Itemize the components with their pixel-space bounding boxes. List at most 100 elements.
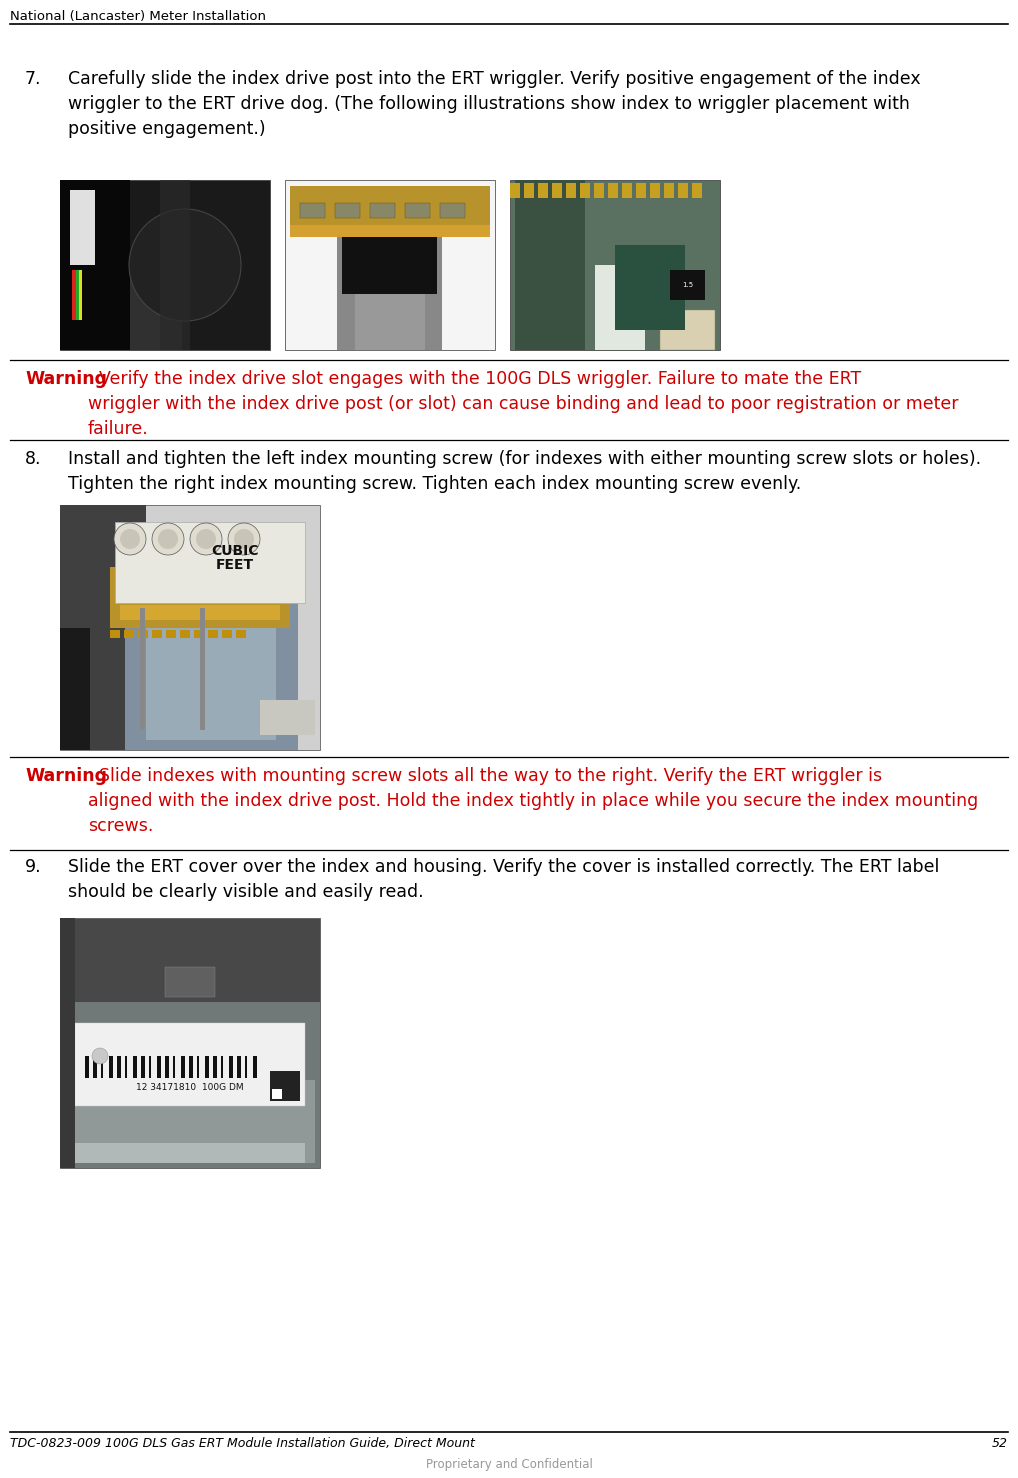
Bar [221,1055,223,1077]
Bar [270,1072,300,1101]
Bar [664,183,674,198]
Circle shape [158,529,178,548]
Bar [660,310,715,350]
Bar [405,202,430,217]
Bar [75,1023,305,1106]
Bar [101,1055,103,1077]
Bar [125,1055,127,1077]
Bar [60,918,75,1168]
Text: Warning: Warning [25,767,107,785]
Bar [208,630,218,638]
Text: Proprietary and Confidential: Proprietary and Confidential [426,1457,592,1471]
Text: Verify the index drive slot engages with the 100G DLS wriggler. Failure to mate : Verify the index drive slot engages with… [88,370,959,437]
Circle shape [196,529,216,548]
Bar [636,183,646,198]
Bar [510,183,520,198]
Bar [237,1055,241,1077]
Bar [200,607,205,730]
Bar [165,967,215,998]
Bar [60,505,320,749]
Bar [60,918,320,1168]
Bar [60,180,270,350]
Bar [140,607,145,730]
Bar [651,183,660,198]
Bar [615,245,685,330]
Bar [181,1055,185,1077]
Text: Slide indexes with mounting screw slots all the way to the right. Verify the ERT: Slide indexes with mounting screw slots … [88,767,978,835]
Circle shape [114,523,146,556]
Text: 12 34171810  100G DM: 12 34171810 100G DM [136,1083,244,1092]
Bar [115,522,305,603]
Bar [65,1080,315,1163]
Bar [120,605,280,619]
Bar [138,630,148,638]
Text: Install and tighten the left index mounting screw (for indexes with either mount: Install and tighten the left index mount… [68,449,981,494]
Bar [110,568,290,628]
Bar [335,202,360,217]
Bar [229,1055,233,1077]
Bar [552,183,562,198]
Bar [205,1055,209,1077]
Bar [130,265,182,350]
Bar [194,630,204,638]
Bar [157,1055,161,1077]
Text: 7.: 7. [25,69,42,89]
Bar [595,265,645,350]
Bar [165,1055,169,1077]
Bar [146,593,276,740]
Bar [70,191,95,265]
Bar [60,180,130,350]
Bar [84,1055,89,1077]
Bar [133,1055,137,1077]
Bar [189,1055,193,1077]
Bar [60,628,90,749]
Bar [166,630,176,638]
Bar [76,270,79,321]
Text: TDC-0823-009 100G DLS Gas ERT Module Installation Guide, Direct Mount: TDC-0823-009 100G DLS Gas ERT Module Ins… [10,1437,474,1450]
Text: 8.: 8. [25,449,42,469]
Bar [337,236,442,350]
Bar [75,1142,305,1163]
Circle shape [234,529,254,548]
Bar [72,270,76,321]
Bar [355,228,425,350]
Bar [608,183,618,198]
Bar [79,270,82,321]
Bar [300,202,325,217]
Circle shape [228,523,260,556]
Bar [440,202,465,217]
Text: Slide the ERT cover over the index and housing. Verify the cover is installed co: Slide the ERT cover over the index and h… [68,859,940,902]
Text: 52: 52 [992,1437,1008,1450]
Bar [678,183,688,198]
Bar [236,630,246,638]
Bar [124,630,134,638]
Bar [173,1055,175,1077]
Bar [285,180,495,350]
Bar [272,1089,282,1100]
Bar [117,1055,121,1077]
Bar [60,919,320,1002]
Bar [197,1055,199,1077]
Bar [515,180,585,350]
Bar [180,630,190,638]
Circle shape [120,529,140,548]
Bar [222,630,232,638]
Text: CUBIC
FEET: CUBIC FEET [212,544,259,572]
Bar [622,183,632,198]
Text: 1.5: 1.5 [682,282,693,288]
Bar [670,270,705,300]
Text: Warning: Warning [25,370,107,389]
Bar [213,1055,217,1077]
Bar [149,1055,151,1077]
Bar [109,1055,113,1077]
Bar [142,1055,145,1077]
Bar [290,225,490,236]
Bar [510,180,720,350]
Bar [524,183,534,198]
Bar [110,630,120,638]
Circle shape [92,1048,108,1064]
Text: 9.: 9. [25,859,42,876]
Bar [93,1055,97,1077]
Text: Carefully slide the index drive post into the ERT wriggler. Verify positive enga: Carefully slide the index drive post int… [68,69,920,137]
Bar [152,630,162,638]
